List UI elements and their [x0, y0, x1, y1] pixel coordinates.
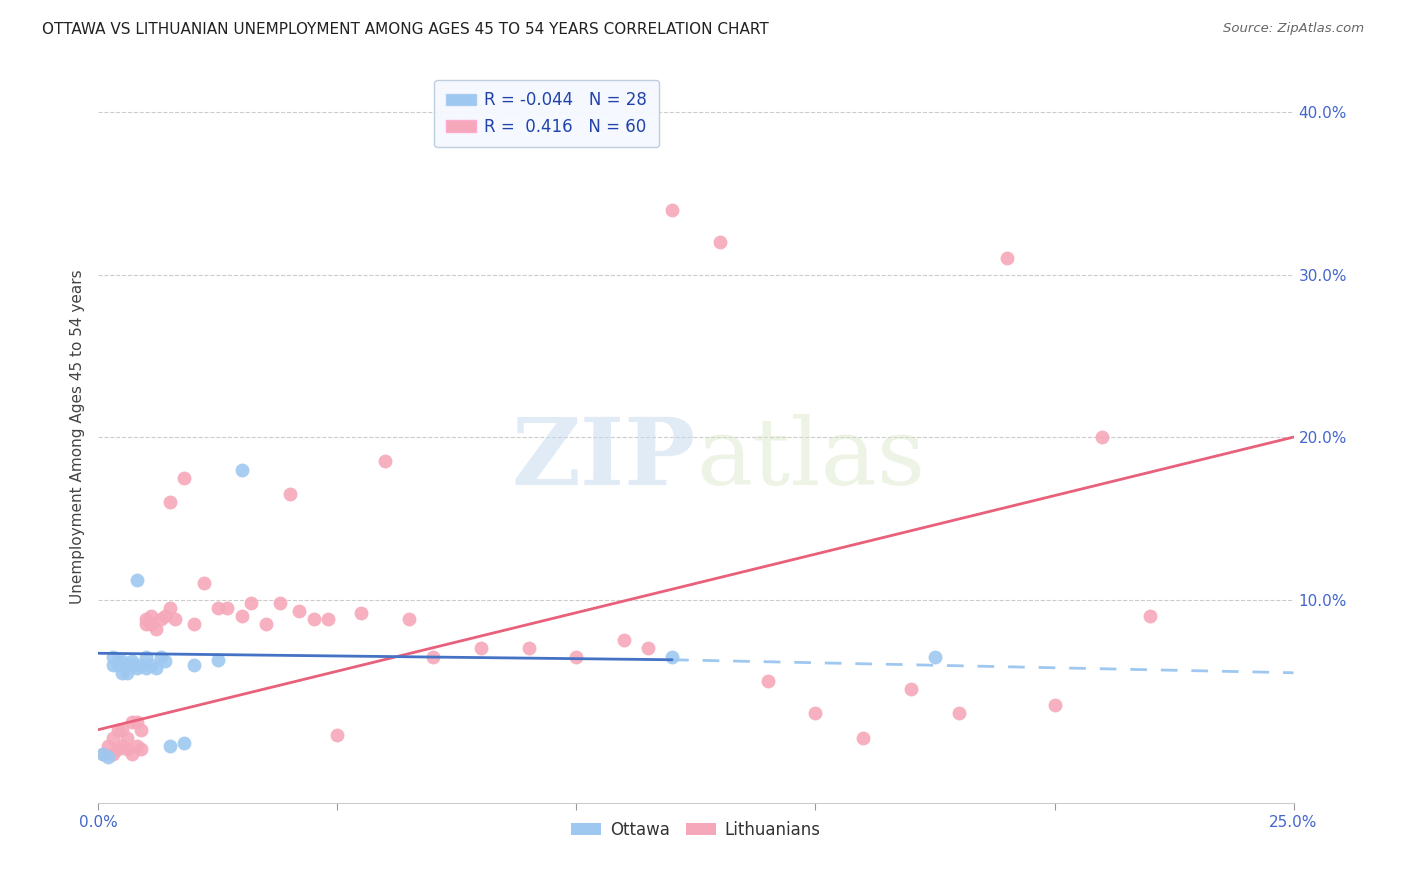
- Point: [613, 633, 636, 648]
- Point: [240, 596, 263, 610]
- Point: [1139, 608, 1161, 623]
- Point: [661, 202, 683, 217]
- Point: [135, 661, 157, 675]
- Point: [159, 600, 181, 615]
- Point: [91, 747, 114, 761]
- Point: [637, 641, 659, 656]
- Point: [107, 742, 129, 756]
- Point: [207, 600, 229, 615]
- Point: [350, 606, 373, 620]
- Point: [135, 649, 157, 664]
- Point: [302, 612, 325, 626]
- Point: [709, 235, 731, 249]
- Text: OTTAWA VS LITHUANIAN UNEMPLOYMENT AMONG AGES 45 TO 54 YEARS CORRELATION CHART: OTTAWA VS LITHUANIAN UNEMPLOYMENT AMONG …: [42, 22, 769, 37]
- Point: [269, 596, 291, 610]
- Point: [1091, 430, 1114, 444]
- Point: [565, 649, 588, 664]
- Point: [155, 608, 177, 623]
- Point: [231, 462, 253, 476]
- Legend: Ottawa, Lithuanians: Ottawa, Lithuanians: [565, 814, 827, 846]
- Point: [115, 731, 138, 745]
- Point: [145, 622, 167, 636]
- Point: [107, 654, 129, 668]
- Point: [125, 714, 148, 729]
- Point: [900, 681, 922, 696]
- Point: [398, 612, 420, 626]
- Point: [131, 723, 153, 737]
- Point: [145, 661, 167, 675]
- Point: [159, 495, 181, 509]
- Point: [111, 739, 134, 753]
- Point: [470, 641, 492, 656]
- Point: [217, 600, 239, 615]
- Point: [756, 673, 779, 688]
- Point: [121, 654, 143, 668]
- Point: [135, 617, 157, 632]
- Point: [173, 736, 195, 750]
- Point: [139, 617, 162, 632]
- Text: atlas: atlas: [696, 414, 925, 504]
- Point: [135, 612, 157, 626]
- Point: [111, 654, 134, 668]
- Point: [173, 471, 195, 485]
- Point: [422, 649, 444, 664]
- Point: [131, 742, 153, 756]
- Point: [374, 454, 396, 468]
- Point: [231, 608, 253, 623]
- Text: Source: ZipAtlas.com: Source: ZipAtlas.com: [1223, 22, 1364, 36]
- Point: [97, 739, 120, 753]
- Point: [131, 657, 153, 672]
- Point: [254, 617, 277, 632]
- Point: [183, 617, 205, 632]
- Point: [115, 665, 138, 680]
- Point: [288, 604, 311, 618]
- Point: [125, 739, 148, 753]
- Point: [107, 723, 129, 737]
- Point: [924, 649, 946, 664]
- Point: [115, 742, 138, 756]
- Point: [139, 657, 162, 672]
- Point: [995, 252, 1018, 266]
- Point: [125, 661, 148, 675]
- Point: [207, 653, 229, 667]
- Point: [111, 723, 134, 737]
- Point: [804, 706, 827, 721]
- Point: [326, 727, 349, 741]
- Point: [115, 657, 138, 672]
- Point: [948, 706, 970, 721]
- Point: [193, 576, 215, 591]
- Point: [316, 612, 339, 626]
- Point: [159, 739, 181, 753]
- Point: [517, 641, 540, 656]
- Point: [101, 747, 124, 761]
- Point: [91, 747, 114, 761]
- Point: [121, 657, 143, 672]
- Y-axis label: Unemployment Among Ages 45 to 54 years: Unemployment Among Ages 45 to 54 years: [69, 269, 84, 605]
- Point: [183, 657, 205, 672]
- Point: [111, 665, 134, 680]
- Point: [107, 657, 129, 672]
- Point: [101, 657, 124, 672]
- Point: [661, 649, 683, 664]
- Text: ZIP: ZIP: [512, 414, 696, 504]
- Point: [101, 649, 124, 664]
- Point: [125, 573, 148, 587]
- Point: [155, 654, 177, 668]
- Point: [121, 714, 143, 729]
- Point: [149, 649, 172, 664]
- Point: [1043, 698, 1066, 713]
- Point: [149, 612, 172, 626]
- Point: [163, 612, 186, 626]
- Point: [101, 731, 124, 745]
- Point: [121, 747, 143, 761]
- Point: [97, 750, 120, 764]
- Point: [139, 608, 162, 623]
- Point: [278, 487, 301, 501]
- Point: [852, 731, 875, 745]
